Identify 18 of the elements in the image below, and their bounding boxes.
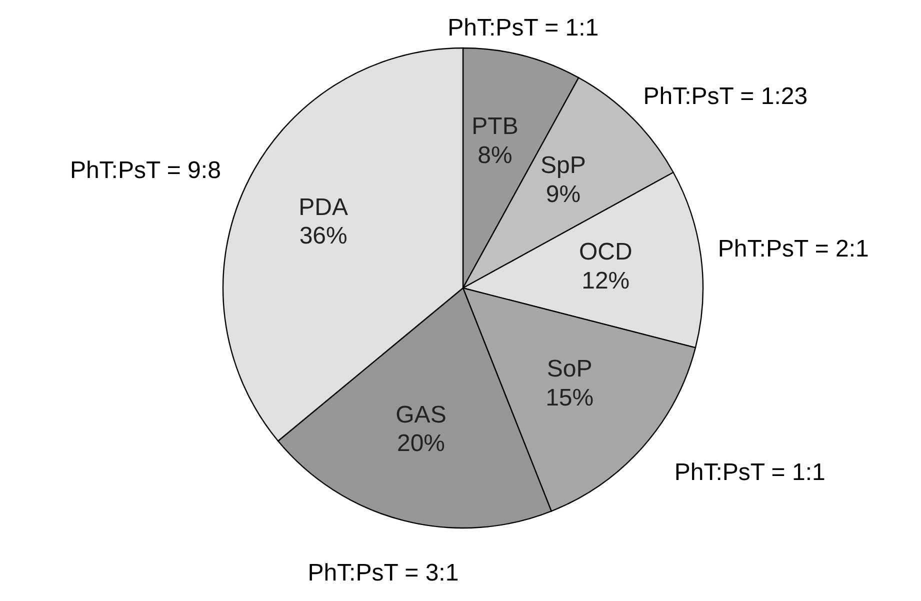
data-label: 20% bbox=[396, 430, 446, 458]
text: PhT:PsT = 9:8 bbox=[70, 156, 221, 184]
slice-label: PTB bbox=[472, 113, 518, 140]
text: PhT:PsT = 3:1 bbox=[308, 560, 459, 587]
text: PhT:PsT = 1:1 bbox=[674, 459, 826, 486]
text: PhT:PsT = 1:1 bbox=[448, 14, 599, 42]
data-label: 36% bbox=[299, 222, 348, 250]
slice-label: GAS bbox=[396, 401, 446, 428]
data-label: 15% bbox=[546, 384, 594, 412]
slice-label: SoP bbox=[546, 356, 592, 383]
slice-label: PDA bbox=[298, 194, 348, 221]
data-label: 9% bbox=[546, 180, 581, 208]
slice-label: OCD bbox=[578, 238, 632, 266]
data-label: 8% bbox=[478, 142, 512, 169]
data-label: 12% bbox=[582, 267, 630, 294]
slice-label: SpP bbox=[540, 152, 586, 179]
text: PhT:PsT = 2:1 bbox=[718, 236, 869, 263]
text: PhT:PsT = 1:23 bbox=[643, 83, 808, 110]
